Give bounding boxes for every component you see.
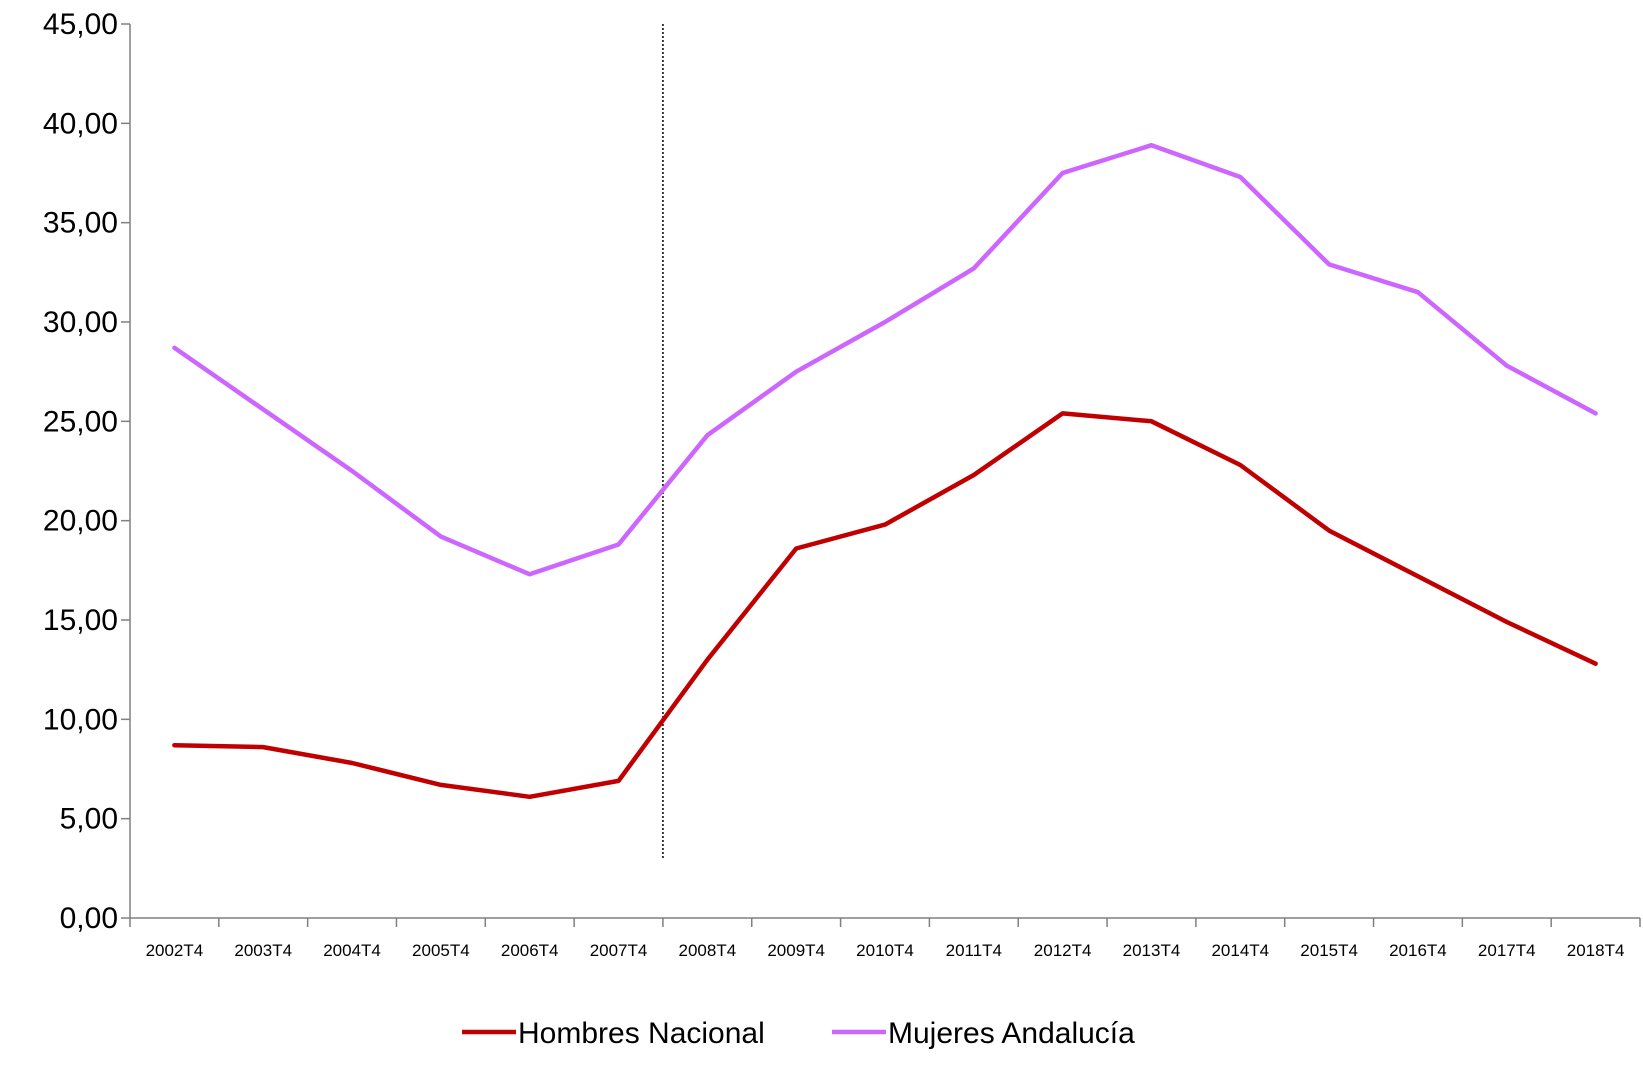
x-tick-label: 2017T4 — [1478, 941, 1536, 960]
legend-label-1: Hombres Nacional — [518, 1017, 765, 1050]
y-tick-label: 40,00 — [43, 107, 118, 140]
y-tick-label: 35,00 — [43, 207, 118, 240]
x-tick-label: 2015T4 — [1300, 941, 1358, 960]
y-tick-label: 20,00 — [43, 505, 118, 538]
x-tick-label: 2012T4 — [1034, 941, 1092, 960]
x-tick-label: 2013T4 — [1123, 941, 1181, 960]
x-tick-label: 2010T4 — [856, 941, 914, 960]
x-tick-label: 2016T4 — [1389, 941, 1447, 960]
y-tick-label: 10,00 — [43, 703, 118, 736]
x-tick-label: 2003T4 — [234, 941, 292, 960]
x-tick-label: 2004T4 — [323, 941, 381, 960]
y-tick-label: 15,00 — [43, 604, 118, 637]
x-tick-label: 2011T4 — [946, 941, 1002, 960]
series-line-2 — [172, 142, 1598, 577]
x-tick-label: 2009T4 — [767, 941, 825, 960]
y-tick-label: 45,00 — [43, 8, 118, 41]
legend: Hombres Nacional Mujeres Andalucía — [462, 1017, 1135, 1050]
x-tick-label: 2006T4 — [501, 941, 559, 960]
y-tick-label: 0,00 — [60, 902, 118, 935]
x-tick-label: 2014T4 — [1211, 941, 1269, 960]
x-tick-label: 2002T4 — [146, 941, 204, 960]
series-lines — [172, 142, 1598, 800]
legend-label-2: Mujeres Andalucía — [888, 1017, 1135, 1050]
series-line-1 — [172, 411, 1598, 800]
x-tick-label: 2005T4 — [412, 941, 470, 960]
x-tick-label: 2007T4 — [590, 941, 648, 960]
x-tick-label: 2008T4 — [679, 941, 737, 960]
y-tick-label: 5,00 — [60, 803, 118, 836]
x-axis: 2002T4 2003T4 2004T4 2005T4 2006T4 2007T4 2008… — [129, 917, 1641, 960]
y-tick-label: 25,00 — [43, 405, 118, 438]
y-axis: 0,00 5,00 10,00 15,00 20,00 25,00 30,00 35,00 40… — [43, 8, 131, 935]
x-tick-label: 2018T4 — [1567, 941, 1625, 960]
y-tick-label: 30,00 — [43, 306, 118, 339]
